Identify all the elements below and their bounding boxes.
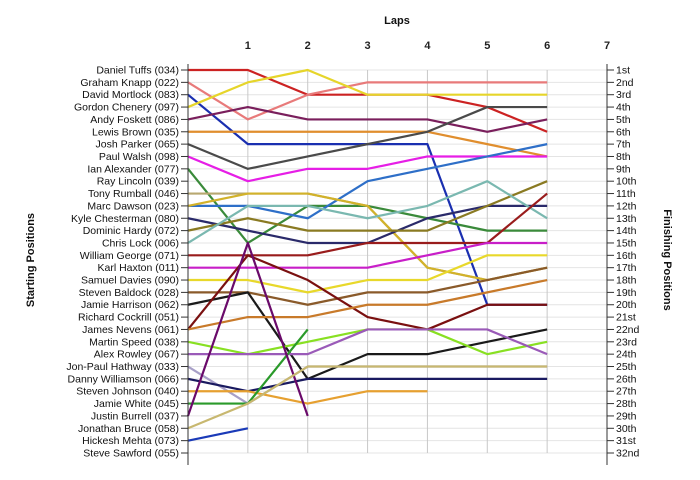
finishing-position-label: 24th <box>616 349 637 361</box>
series-line-21 <box>187 254 548 331</box>
finishing-position-label: 32nd <box>616 448 640 460</box>
series-line-14 <box>187 180 548 232</box>
series-line-7 <box>187 105 548 170</box>
starting-position-label: Tony Rumball (046) <box>88 188 179 200</box>
finishing-position-label: 15th <box>616 237 637 249</box>
series-line-17 <box>188 241 548 269</box>
series-line-15 <box>187 180 548 244</box>
finishing-position-label: 17th <box>616 262 637 274</box>
starting-position-label: Paul Walsh (098) <box>99 151 179 163</box>
x-tick-label: 5 <box>484 40 490 52</box>
x-tick-label: 1 <box>245 40 251 52</box>
series-line-2 <box>187 81 548 121</box>
finishing-position-label: 16th <box>616 250 637 262</box>
starting-position-label: Alex Rowley (067) <box>94 349 179 361</box>
starting-position-label: Graham Knapp (022) <box>80 77 179 89</box>
starting-position-label: Martin Speed (038) <box>89 336 179 348</box>
finishing-position-label: 2nd <box>616 77 634 89</box>
starting-position-label: Richard Cockrill (051) <box>78 312 179 324</box>
starting-position-label: Chris Lock (006) <box>102 237 179 249</box>
finishing-position-label: 13th <box>616 213 637 225</box>
starting-position-label: Samuel Davies (090) <box>81 275 179 287</box>
starting-position-label: Jamie White (045) <box>94 398 179 410</box>
starting-position-label: William George (071) <box>80 250 179 262</box>
x-tick-label: 6 <box>544 40 550 52</box>
finishing-position-label: 20th <box>616 299 637 311</box>
starting-position-label: Ray Lincoln (039) <box>97 176 179 188</box>
finishing-position-label: 31st <box>616 435 636 447</box>
finishing-position-label: 21st <box>616 312 636 324</box>
finishing-position-label: 14th <box>616 225 637 237</box>
finishing-position-label: 9th <box>616 163 631 175</box>
series-line-20 <box>187 291 548 380</box>
finishing-position-label: 23rd <box>616 336 637 348</box>
series-line-29 <box>186 241 309 417</box>
starting-position-label: Lewis Brown (035) <box>92 126 179 138</box>
starting-position-label: James Nevens (061) <box>82 324 179 336</box>
starting-position-label: Ian Alexander (077) <box>87 163 179 175</box>
x-axis-title: Laps <box>384 15 410 27</box>
series-line-18 <box>188 254 548 294</box>
series-line-27 <box>188 390 428 405</box>
finishing-position-label: 10th <box>616 176 637 188</box>
series-line-22 <box>187 278 548 331</box>
starting-position-label: Steven Baldock (028) <box>79 287 179 299</box>
starting-position-label: Hickesh Mehta (073) <box>82 435 179 447</box>
finishing-position-label: 28th <box>616 398 637 410</box>
left-axis-title: Starting Positions <box>25 213 37 307</box>
starting-position-label: Jonathan Bruce (058) <box>78 423 179 435</box>
starting-position-label: Jamie Harrison (062) <box>81 299 179 311</box>
starting-position-label: Steve Sawford (055) <box>83 448 179 460</box>
x-tick-label: 4 <box>424 40 431 52</box>
starting-position-label: Danny Williamson (066) <box>68 373 179 385</box>
starting-position-label: Dominic Hardy (072) <box>83 225 179 237</box>
finishing-position-label: 4th <box>616 102 631 114</box>
finishing-position-label: 12th <box>616 200 637 212</box>
starting-position-label: Josh Parker (065) <box>96 139 179 151</box>
starting-position-label: Steven Johnson (040) <box>76 386 179 398</box>
finishing-position-label: 11th <box>616 188 636 200</box>
series-line-31 <box>187 427 249 442</box>
series-group <box>186 68 548 442</box>
series-line-6 <box>188 130 548 158</box>
finishing-position-label: 8th <box>616 151 631 163</box>
starting-position-label: Daniel Tuffs (034) <box>96 65 179 77</box>
x-tick-label: 7 <box>604 40 610 52</box>
series-line-4 <box>187 68 548 109</box>
starting-position-label: Karl Haxton (011) <box>97 262 179 274</box>
right-axis-title: Finishing Positions <box>661 209 673 310</box>
x-tick-label: 2 <box>305 40 311 52</box>
finishing-position-label: 6th <box>616 126 631 138</box>
starting-position-label: Jon-Paul Hathway (033) <box>66 361 179 373</box>
axes-group <box>181 64 614 465</box>
finishing-position-label: 19th <box>616 287 637 299</box>
finishing-position-label: 26th <box>616 373 637 385</box>
x-tick-label: 3 <box>365 40 371 52</box>
finishing-position-label: 30th <box>616 423 637 435</box>
finishing-position-label: 7th <box>616 139 631 151</box>
starting-position-label: Andy Foskett (086) <box>90 114 179 126</box>
starting-position-label: David Mortlock (083) <box>82 89 179 101</box>
series-line-5 <box>187 105 548 133</box>
finishing-position-label: 3rd <box>616 89 631 101</box>
finishing-position-label: 27th <box>616 386 637 398</box>
finishing-position-label: 25th <box>616 361 637 373</box>
finishing-position-label: 22nd <box>616 324 640 336</box>
finishing-position-label: 29th <box>616 410 637 422</box>
finishing-position-label: 1st <box>616 65 630 77</box>
finishing-position-label: 5th <box>616 114 631 126</box>
finishing-position-label: 18th <box>616 275 637 287</box>
starting-position-label: Justin Burrell (037) <box>91 410 179 422</box>
series-line-24 <box>188 328 548 356</box>
series-line-30 <box>187 365 548 430</box>
starting-position-label: Marc Dawson (023) <box>87 200 179 212</box>
labels-group: 1 2 3 4 5 6 7 Daniel Tuffs (034)Graham Knapp (0… <box>66 40 639 460</box>
starting-position-label: Kyle Chesterman (080) <box>71 213 179 225</box>
starting-position-label: Gordon Chenery (097) <box>74 102 179 114</box>
